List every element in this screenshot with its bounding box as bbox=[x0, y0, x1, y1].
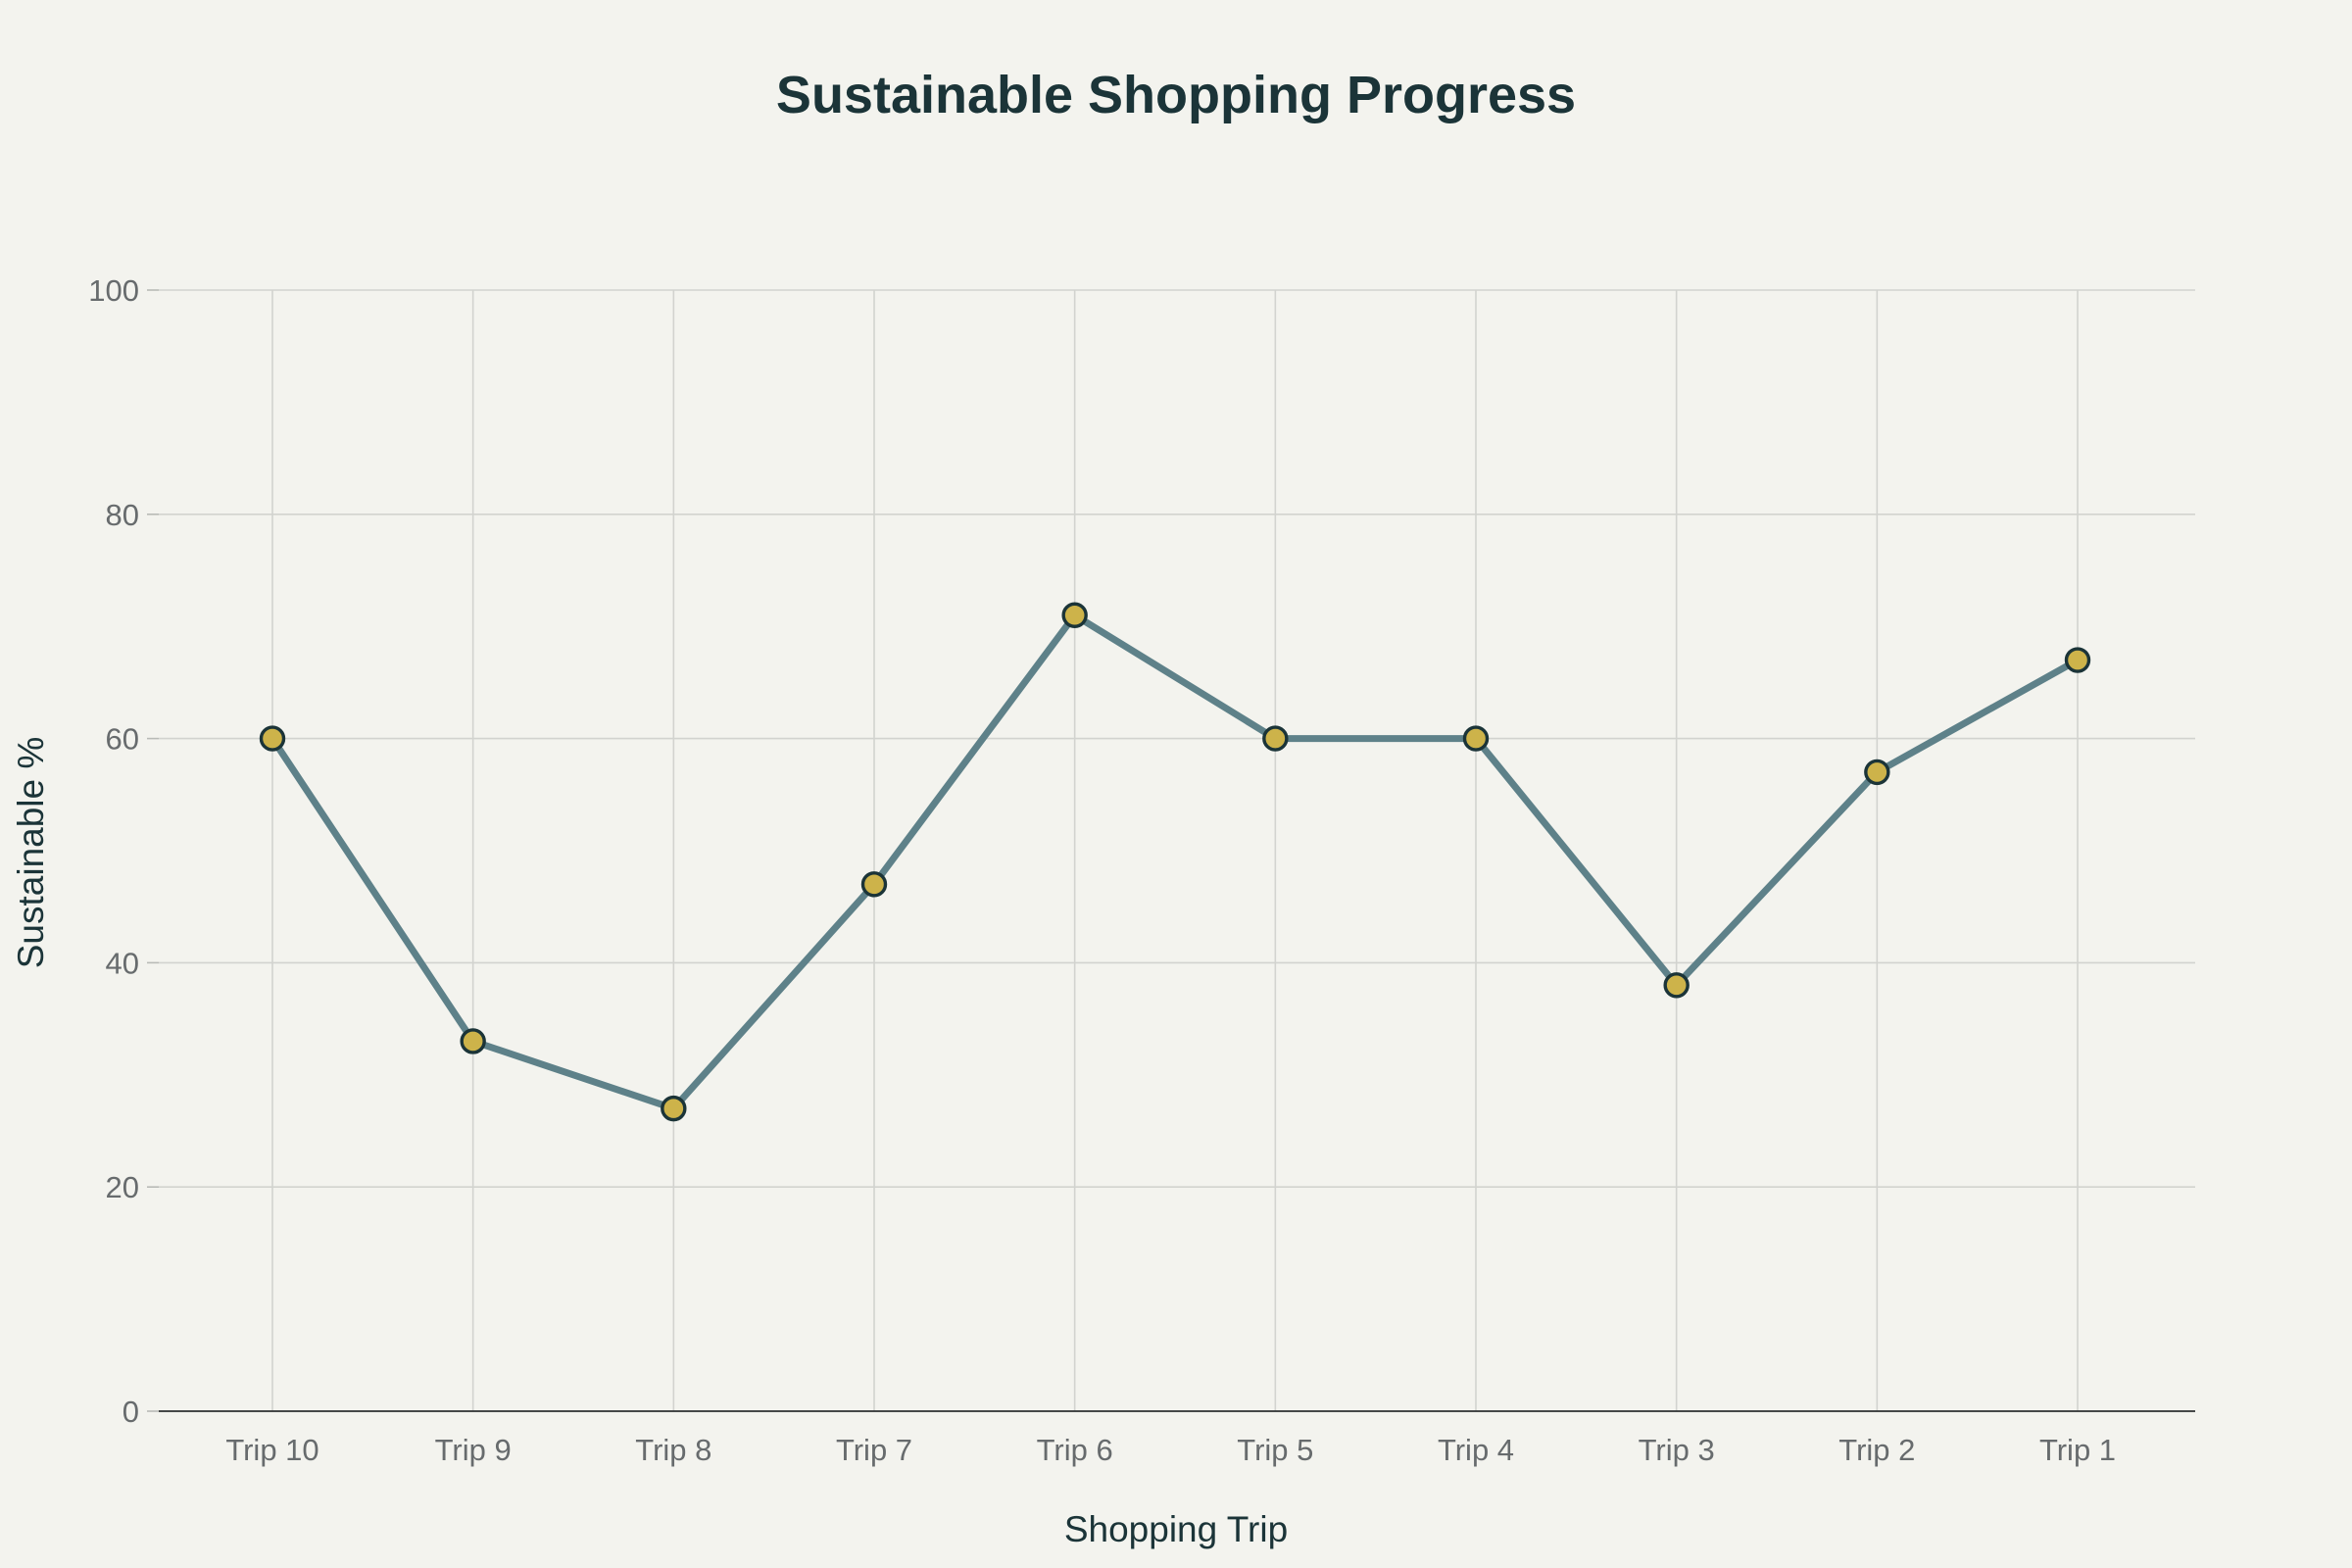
data-point bbox=[1864, 759, 1890, 786]
x-tick-label: Trip 10 bbox=[225, 1433, 318, 1467]
x-tick-label: Trip 8 bbox=[635, 1433, 711, 1467]
data-point bbox=[460, 1028, 486, 1054]
y-tick-label: 80 bbox=[106, 498, 139, 532]
axes: 0 20 40 60 80 100 Trip 10 Trip 9 Trip 8 Trip 7 Tri… bbox=[88, 273, 2195, 1467]
data-point bbox=[1061, 602, 1088, 628]
x-tick-label: Trip 3 bbox=[1639, 1433, 1715, 1467]
y-tick-label: 100 bbox=[88, 273, 139, 308]
data-point bbox=[661, 1095, 687, 1122]
x-tick-label: Trip 6 bbox=[1037, 1433, 1113, 1467]
y-tick-label: 60 bbox=[106, 722, 139, 757]
data-point bbox=[259, 725, 286, 752]
x-tick-label: Trip 5 bbox=[1237, 1433, 1313, 1467]
x-tick-label: Trip 1 bbox=[2039, 1433, 2116, 1467]
chart-title: Sustainable Shopping Progress bbox=[776, 66, 1576, 124]
series bbox=[259, 602, 2091, 1122]
x-tick-label: Trip 7 bbox=[836, 1433, 912, 1467]
x-axis-label: Shopping Trip bbox=[1064, 1509, 1288, 1549]
data-point bbox=[1462, 725, 1490, 752]
x-tick-label: Trip 4 bbox=[1438, 1433, 1514, 1467]
x-tick-label: Trip 2 bbox=[1838, 1433, 1915, 1467]
x-tick-label: Trip 9 bbox=[435, 1433, 512, 1467]
series-line bbox=[269, 612, 2082, 1112]
grid bbox=[159, 289, 2195, 1411]
data-point bbox=[1663, 972, 1690, 999]
y-tick-label: 0 bbox=[122, 1395, 139, 1429]
data-point bbox=[1262, 725, 1289, 752]
y-tick-label: 40 bbox=[106, 946, 139, 980]
y-tick-label: 20 bbox=[106, 1170, 139, 1204]
data-point bbox=[860, 871, 888, 898]
data-point bbox=[2064, 647, 2091, 673]
y-axis-label: Sustainable % bbox=[11, 737, 51, 969]
